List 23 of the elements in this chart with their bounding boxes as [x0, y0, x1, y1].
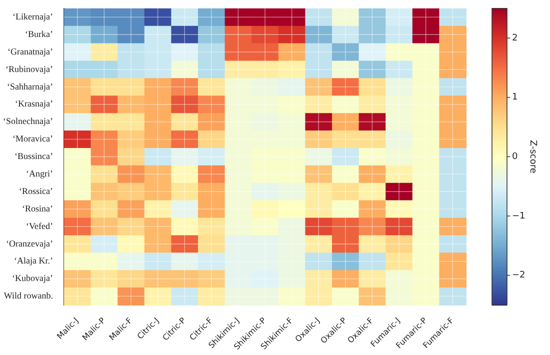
y-tick-label: ‘Moravica’: [12, 134, 53, 144]
y-tick-label: ‘Sahharnaja’: [6, 81, 53, 92]
color-bar-label: 1: [512, 92, 518, 103]
y-tick-label: ‘Solnechnaja’: [2, 116, 53, 126]
y-tick-label: ‘Krasnaja’: [14, 98, 53, 109]
y-tick-label: ‘Oranzevaja’: [6, 238, 53, 248]
y-tick-label: ‘Bussinca’: [14, 151, 53, 162]
y-tick-label: ‘Likernaja’: [12, 11, 53, 22]
y-tick-label: ‘Rossica’: [18, 186, 53, 196]
color-bar-title: Z-score: [528, 140, 538, 174]
y-tick-label: ‘Granatnaja’: [7, 46, 53, 56]
y-tick-label: ‘Kubovaja’: [12, 273, 53, 284]
y-tick-label: ‘Vefed’: [26, 220, 53, 231]
y-tick-label: ‘Angri’: [26, 168, 53, 178]
color-bar-label: −1: [512, 211, 526, 222]
color-bar-label: −2: [512, 270, 526, 281]
color-bar-label: 0: [512, 152, 518, 162]
y-tick-label: ‘Rosina’: [22, 203, 53, 214]
y-tick-label: ‘Rubinovaja’: [5, 64, 53, 74]
y-tick-label: ‘Alaja Kr.’: [14, 256, 53, 266]
color-bar-label: 2: [512, 33, 518, 44]
y-tick-label: ‘Burka’: [24, 28, 53, 39]
y-tick-label: Wild rowanb.: [4, 290, 53, 301]
